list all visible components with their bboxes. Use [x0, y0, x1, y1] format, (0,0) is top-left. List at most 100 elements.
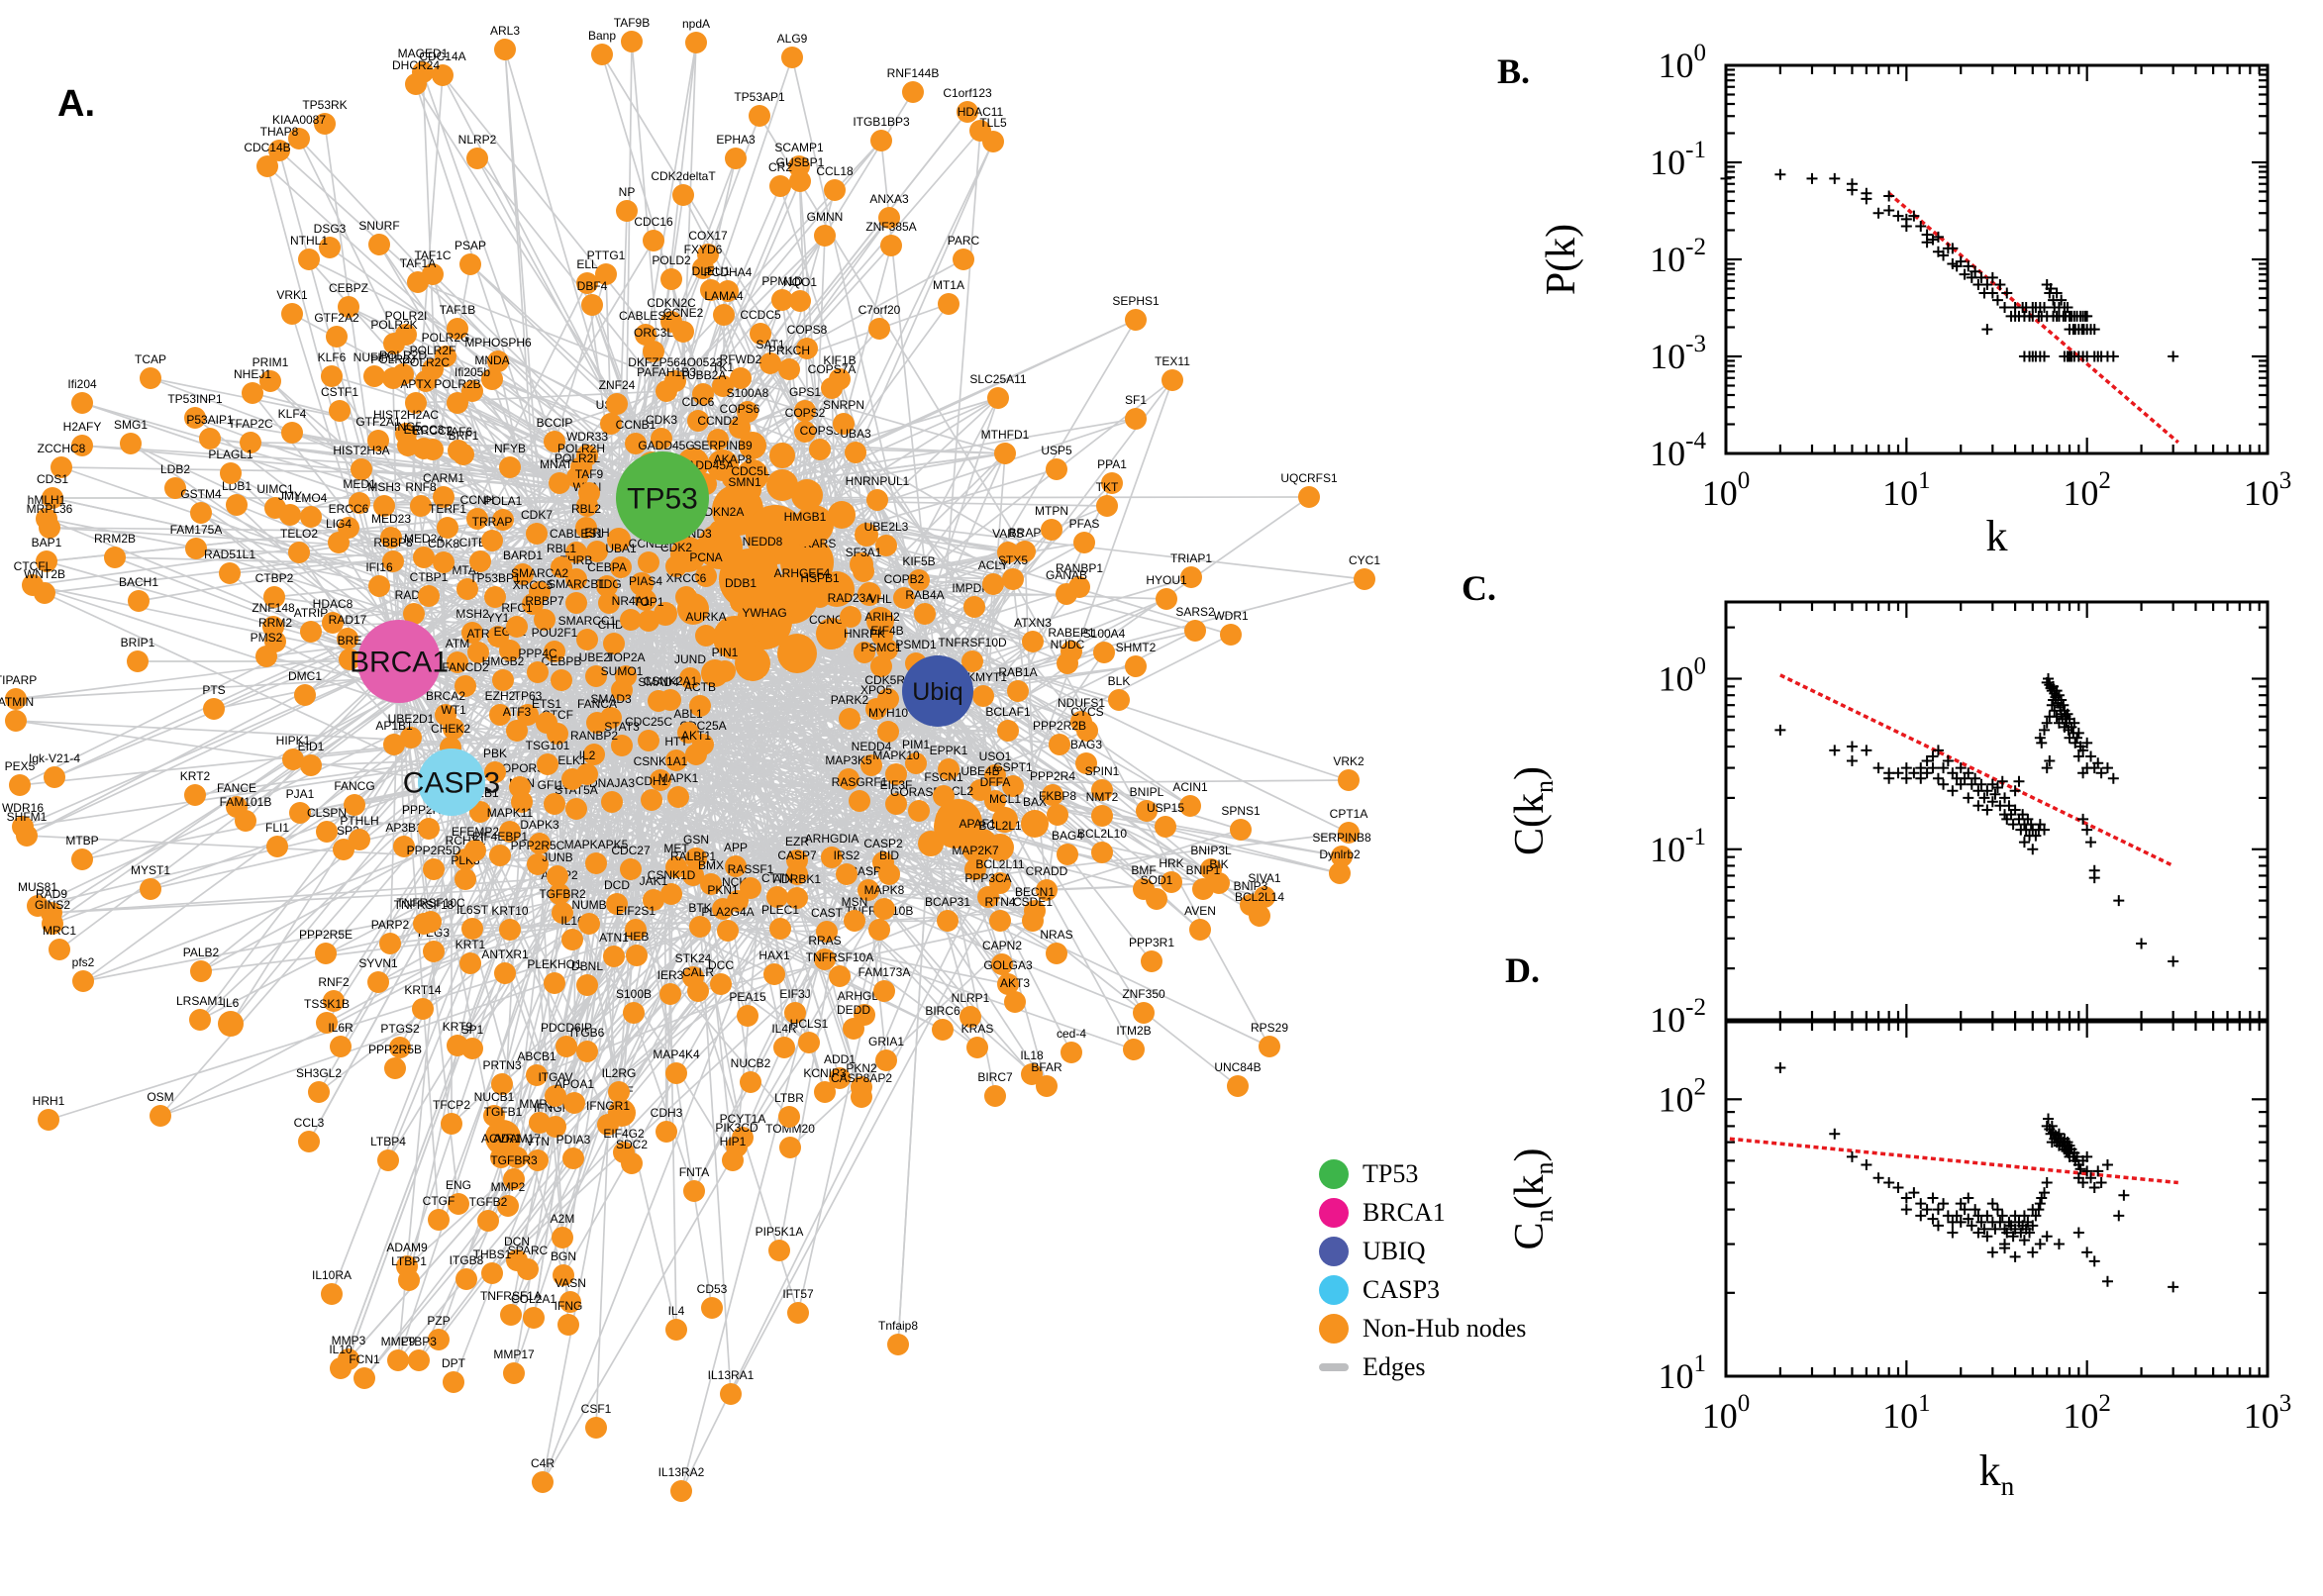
- network-node: [960, 1006, 981, 1028]
- network-node: [441, 1113, 462, 1135]
- network-node: [387, 1349, 409, 1371]
- network-node: [643, 889, 664, 911]
- network-node-label: COPS7A: [808, 362, 857, 376]
- network-node: [403, 603, 425, 625]
- network-node: [938, 293, 960, 315]
- network-node: [464, 840, 486, 861]
- network-node: [551, 669, 572, 691]
- network-node-label: CCNB1: [616, 418, 656, 432]
- network-node-label: CAST: [811, 906, 844, 920]
- network-node: [226, 494, 248, 516]
- network-node-label: KIF1B: [823, 353, 856, 367]
- network-node-label: MRPL36: [27, 502, 73, 516]
- network-node-label: USP15: [1147, 801, 1184, 815]
- network-node-label: DSG3: [314, 222, 347, 236]
- network-node: [870, 655, 892, 677]
- network-node: [585, 665, 607, 687]
- network-node: [487, 350, 509, 372]
- network-node: [829, 1067, 851, 1089]
- network-node-label: CDK8: [428, 537, 459, 550]
- plot-ticks: [1724, 602, 2270, 1022]
- network-node-label: NQO1: [783, 275, 817, 289]
- network-node-label: MED23: [371, 512, 411, 526]
- network-node: [379, 933, 401, 954]
- y-tick-label: 100: [1659, 653, 1707, 699]
- network-node-label: CDC27: [611, 844, 651, 857]
- network-node: [433, 551, 454, 573]
- network-node-label: MSH3: [367, 480, 401, 494]
- network-node-label: IL13RA2: [658, 1465, 705, 1479]
- network-node-label: EPHA3: [716, 133, 756, 147]
- network-node: [407, 271, 429, 293]
- network-node: [821, 847, 843, 868]
- network-node-label: CDC5L: [731, 464, 770, 478]
- network-node-label: CTTN: [761, 871, 793, 885]
- network-node: [492, 669, 514, 691]
- network-node: [553, 1264, 574, 1286]
- network-node-label: FANCD2: [442, 660, 489, 674]
- network-node-label: PPP2R5D: [407, 844, 461, 857]
- network-node-label: PPP4C: [518, 647, 557, 660]
- network-node: [858, 582, 881, 606]
- network-node: [5, 710, 27, 732]
- network-node: [972, 685, 994, 707]
- network-node: [49, 939, 70, 960]
- network-node-label: TDG: [596, 577, 621, 591]
- network-node-label: BCL2L14: [1235, 890, 1284, 904]
- network-node-label: IRS2: [834, 848, 860, 862]
- network-node-label: S100A4: [1083, 627, 1126, 641]
- network-node: [769, 175, 791, 197]
- network-node-label: CCNE2: [663, 306, 704, 320]
- network-node: [544, 972, 565, 994]
- network-node-label: AKT1: [681, 729, 711, 743]
- network-node: [71, 435, 93, 456]
- network-node-label: MAPKAPK5: [564, 838, 629, 851]
- network-node: [961, 832, 993, 863]
- x-tick-label: 101: [1882, 1390, 1931, 1436]
- y-tick-label: 10-1: [1650, 137, 1706, 182]
- network-node-label: PPM1D: [761, 274, 803, 288]
- network-node-label: HTT: [664, 735, 688, 748]
- network-node: [333, 839, 354, 860]
- network-node-label: IL6: [223, 996, 240, 1010]
- network-node: [562, 1147, 584, 1169]
- network-node: [873, 980, 895, 1002]
- legend-node-swatch: [1319, 1236, 1349, 1266]
- network-node-label: HNRPK: [844, 627, 885, 641]
- network-node: [932, 1019, 954, 1041]
- x-tick-label: 102: [2063, 467, 2111, 513]
- network-node-label: TFAP2C: [228, 417, 273, 431]
- network-node-label: TNFRSF10C: [396, 896, 465, 910]
- network-node-label: S100A8: [727, 386, 769, 400]
- network-node: [937, 910, 959, 932]
- network-node-label: PPP3CA: [964, 871, 1011, 885]
- network-node-label: ORC3L: [634, 326, 673, 340]
- network-node-label: IL6R: [328, 1021, 354, 1035]
- network-node: [266, 836, 288, 857]
- network-node: [349, 492, 370, 514]
- network-node-label: MMP3: [332, 1334, 366, 1347]
- network-node-label: DPT: [442, 1356, 466, 1370]
- network-node: [875, 535, 897, 556]
- network-node-label: SPIN1: [1085, 764, 1120, 778]
- legend-item-tp53: TP53: [1319, 1154, 1526, 1193]
- legend-item-edges: Edges: [1319, 1347, 1526, 1386]
- network-node: [544, 793, 565, 815]
- network-node-label: GUSBP1: [776, 155, 825, 169]
- network-node: [610, 556, 632, 578]
- network-node: [1091, 842, 1113, 863]
- network-node: [583, 744, 605, 765]
- network-node: [522, 593, 544, 615]
- network-node: [748, 549, 777, 579]
- network-node: [578, 482, 600, 504]
- network-node-label: KIF5B: [902, 554, 935, 568]
- network-node: [977, 886, 999, 908]
- network-node-label: RAB4A: [905, 588, 944, 602]
- network-node-label: XRCC6: [666, 571, 707, 585]
- network-node: [607, 528, 631, 551]
- network-node-label: IFT57: [782, 1287, 814, 1301]
- network-node: [72, 970, 94, 992]
- legend-label: CASP3: [1363, 1274, 1441, 1304]
- network-node: [532, 1471, 554, 1493]
- network-node-label: CABLES2: [619, 309, 672, 323]
